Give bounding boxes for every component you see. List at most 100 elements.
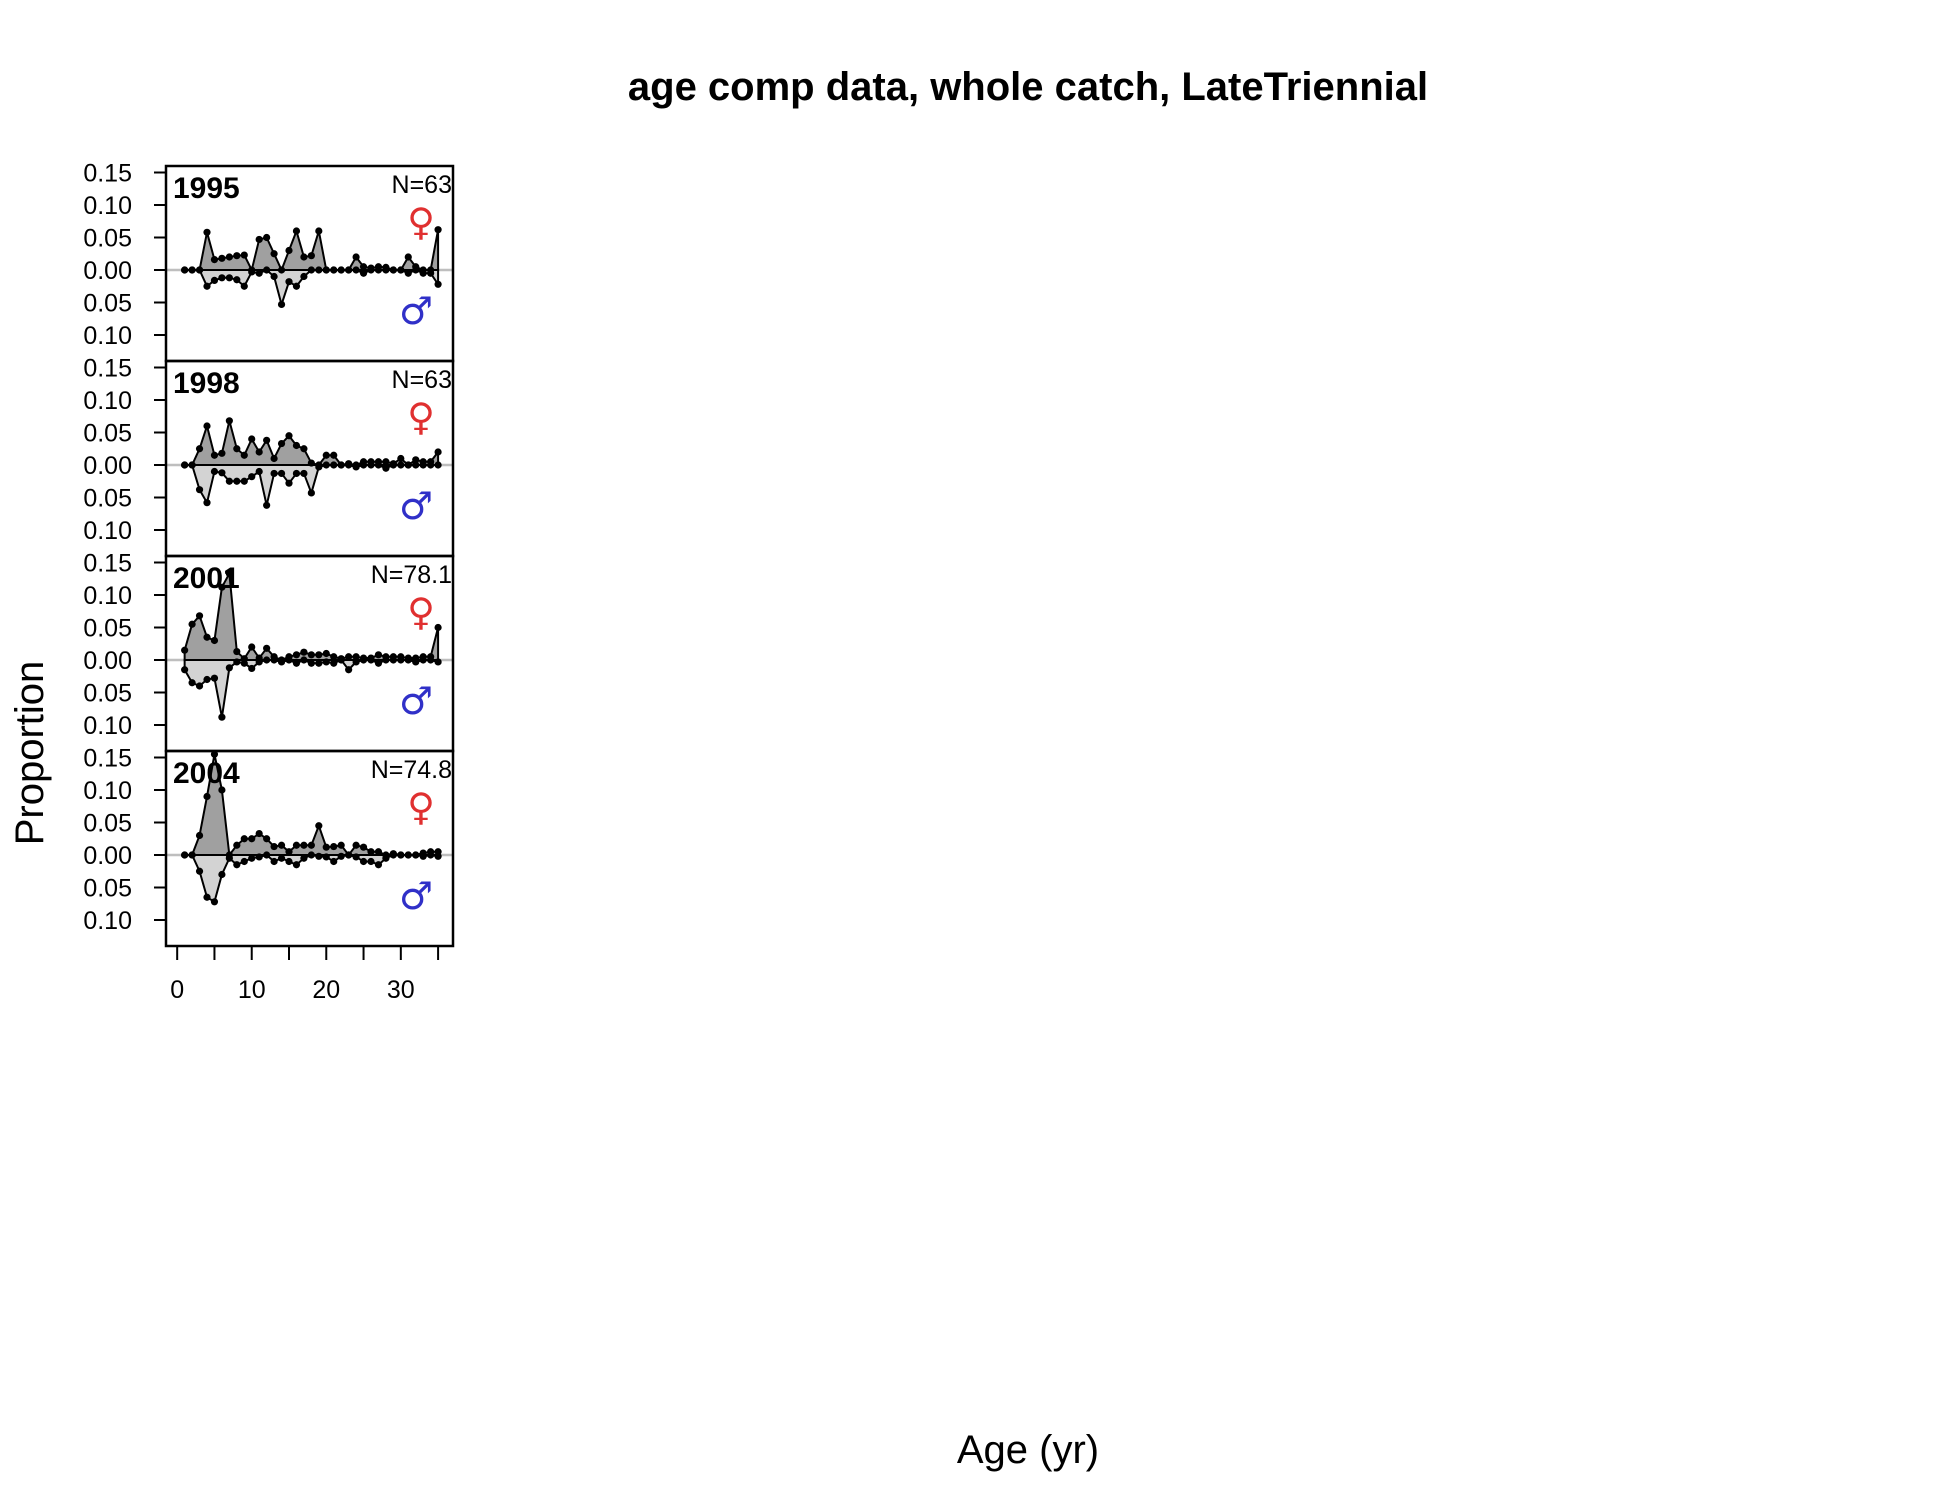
male-point xyxy=(210,898,219,906)
female-point xyxy=(404,253,412,261)
female-point xyxy=(412,456,420,464)
male-point xyxy=(292,861,301,869)
female-point xyxy=(315,227,323,235)
male-icon: ♂ xyxy=(399,289,433,333)
male-point xyxy=(285,479,293,487)
male-point xyxy=(210,674,219,682)
female-point xyxy=(270,250,278,258)
male-point xyxy=(188,851,196,859)
female-point xyxy=(240,251,248,259)
y-tick-label: 0.05 xyxy=(83,810,132,838)
female-point xyxy=(270,842,278,851)
panel-1998: 0.15 0.10 0.05 0.00 0.05 0.10 1998 N=63♀ ♂ xyxy=(83,355,455,558)
male-point xyxy=(277,469,286,478)
female-point xyxy=(195,831,204,840)
female-point xyxy=(233,841,241,849)
male-point xyxy=(374,861,383,869)
male-point xyxy=(292,282,301,290)
male-point xyxy=(367,656,375,664)
female-point xyxy=(218,786,226,794)
male-point xyxy=(255,467,263,476)
male-point xyxy=(292,469,301,478)
male-point xyxy=(397,461,405,469)
male-point xyxy=(248,473,256,481)
male-point xyxy=(181,851,189,859)
female-point xyxy=(218,583,226,591)
female-point xyxy=(374,848,383,856)
male-point xyxy=(382,656,390,664)
male-point xyxy=(412,851,420,859)
female-point xyxy=(233,252,241,260)
male-point xyxy=(218,469,226,477)
female-point xyxy=(255,448,263,456)
panel-2004: 0.15 0.10 0.05 0.00 0.05 0.10 2004 N=74.8♀ ♂ xyxy=(83,745,455,948)
y-tick-label: 0.10 xyxy=(83,712,132,740)
male-point xyxy=(434,658,442,666)
y-tick-label: 0.05 xyxy=(83,680,132,708)
male-point xyxy=(367,857,375,866)
female-point xyxy=(263,436,271,444)
male-point xyxy=(270,272,278,281)
y-tick-label: 0.10 xyxy=(83,582,132,610)
male-point xyxy=(218,713,226,721)
x-axis: 0 10 20 30 xyxy=(170,945,440,1004)
male-point xyxy=(434,852,442,860)
female-point xyxy=(300,445,308,453)
male-point xyxy=(195,867,204,875)
female-point xyxy=(277,439,286,448)
male-point xyxy=(315,852,323,860)
male-point xyxy=(419,656,427,664)
male-point xyxy=(225,854,233,862)
y-tick-label: 0.00 xyxy=(83,452,132,480)
y-tick-label: 0.10 xyxy=(83,322,132,350)
female-point xyxy=(255,235,263,244)
male-point xyxy=(404,851,412,859)
female-point xyxy=(307,459,315,467)
male-point xyxy=(263,851,271,859)
male-point xyxy=(277,658,286,666)
y-tick-label: 0.00 xyxy=(83,842,132,870)
male-point xyxy=(203,282,211,290)
female-icon: ♀ xyxy=(407,590,435,634)
male-point xyxy=(277,854,286,862)
male-point xyxy=(285,857,293,866)
male-point xyxy=(285,278,293,286)
male-point xyxy=(427,851,435,859)
female-point xyxy=(292,441,301,450)
male-point xyxy=(359,269,368,277)
male-point xyxy=(427,269,435,277)
female-point xyxy=(203,228,211,236)
female-point xyxy=(225,569,233,578)
y-tick-label: 0.10 xyxy=(83,517,132,545)
male-point xyxy=(225,274,233,282)
male-point xyxy=(240,857,248,866)
male-point xyxy=(337,656,345,664)
male-point xyxy=(307,266,315,274)
male-point xyxy=(397,656,405,664)
female-point xyxy=(337,841,345,849)
male-point xyxy=(233,276,241,284)
y-tick-label: 0.10 xyxy=(83,192,132,220)
female-point xyxy=(240,451,248,459)
panel-2001: 0.15 0.10 0.05 0.00 0.05 0.10 2001 N=78.1♀ ♂ xyxy=(83,550,455,753)
male-point xyxy=(367,461,375,469)
female-point xyxy=(203,792,211,801)
male-point xyxy=(330,266,338,274)
female-point xyxy=(233,647,241,656)
male-icon: ♂ xyxy=(399,679,433,723)
male-point xyxy=(412,461,420,469)
y-tick-label: 0.15 xyxy=(83,160,132,188)
male-point xyxy=(188,461,196,469)
female-point xyxy=(397,454,405,463)
male-point xyxy=(210,467,219,476)
y-tick-label: 0.10 xyxy=(83,387,132,415)
male-point xyxy=(412,658,420,666)
male-point xyxy=(300,854,308,862)
male-point xyxy=(233,861,241,869)
female-point xyxy=(277,841,286,849)
male-point xyxy=(277,300,286,309)
female-point xyxy=(285,848,293,856)
female-point xyxy=(248,643,256,651)
male-point xyxy=(285,656,293,664)
y-tick-label: 0.15 xyxy=(83,355,132,383)
